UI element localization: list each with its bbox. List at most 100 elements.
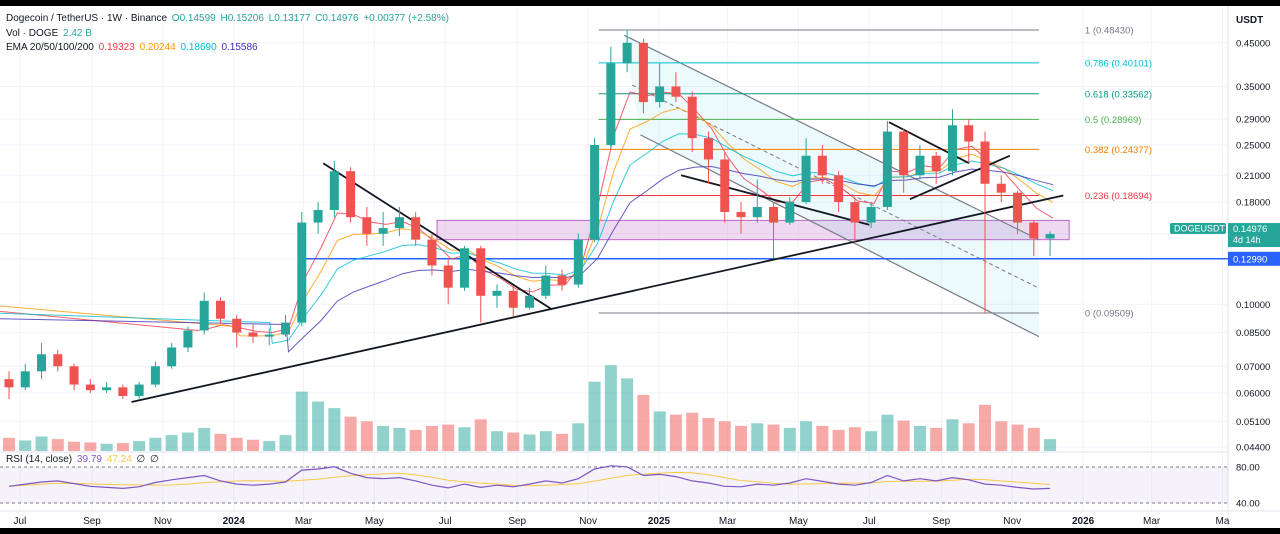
candle-body[interactable] xyxy=(606,63,616,145)
volume-legend: Vol · DOGE 2.42 B xyxy=(6,28,94,39)
ohlc-legend: Dogecoin / TetherUS · 1W · Binance O0.14… xyxy=(6,13,451,24)
candle-body[interactable] xyxy=(85,384,95,391)
volume-bar xyxy=(865,431,878,451)
trend-line[interactable] xyxy=(680,174,870,226)
channel-fill xyxy=(624,35,1039,337)
candle-body[interactable] xyxy=(297,222,307,323)
price-tick-label: 0.06000 xyxy=(1236,389,1270,400)
volume-bar xyxy=(767,424,780,451)
volume-bar xyxy=(230,437,243,451)
candle-body[interactable] xyxy=(1029,222,1039,239)
candle-body[interactable] xyxy=(980,141,990,184)
open-value: O0.14599 xyxy=(171,13,216,24)
candle-body[interactable] xyxy=(785,202,795,223)
support-price-tag[interactable] xyxy=(1228,251,1280,266)
chart-container[interactable]: Jul Sep Nov 2024 Mar May Jul Sep Nov 2025 Mar May Ju… xyxy=(0,6,1280,528)
candle-body[interactable] xyxy=(915,155,925,176)
candle-body[interactable] xyxy=(996,183,1006,193)
candle-body[interactable] xyxy=(215,300,225,319)
volume-bar xyxy=(637,394,650,451)
candle-body[interactable] xyxy=(541,275,551,296)
candle-body[interactable] xyxy=(264,334,274,337)
candle-body[interactable] xyxy=(69,366,79,385)
candle-body[interactable] xyxy=(590,144,600,240)
candle-body[interactable] xyxy=(866,206,876,223)
time-tick-label: 2025 xyxy=(648,516,671,527)
candle-body[interactable] xyxy=(622,42,632,64)
candle-body[interactable] xyxy=(313,209,323,223)
volume-bar xyxy=(1027,427,1040,451)
candle-body[interactable] xyxy=(655,86,665,103)
candle-body[interactable] xyxy=(378,228,388,234)
last-price-tag[interactable] xyxy=(1228,223,1280,248)
symbol-title[interactable]: Dogecoin / TetherUS · 1W · Binance xyxy=(6,13,168,24)
volume-bar xyxy=(198,427,211,451)
candle-body[interactable] xyxy=(752,206,762,218)
candle-body[interactable] xyxy=(167,347,177,367)
candle-body[interactable] xyxy=(459,248,469,288)
trend-line[interactable] xyxy=(909,154,1011,201)
candle-body[interactable] xyxy=(899,131,909,176)
channel-upper-line[interactable] xyxy=(623,34,1040,241)
volume-bar xyxy=(84,442,97,451)
candle-body[interactable] xyxy=(118,387,128,396)
candle-body[interactable] xyxy=(53,354,63,367)
channel-lower-line[interactable] xyxy=(640,134,1040,338)
candle-body[interactable] xyxy=(102,387,112,391)
trend-line[interactable] xyxy=(322,162,553,311)
volume-bar xyxy=(979,404,991,451)
rsi-label[interactable]: RSI (14, close) xyxy=(6,454,73,465)
candle-body[interactable] xyxy=(443,265,453,288)
candle-body[interactable] xyxy=(931,155,941,172)
candle-body[interactable] xyxy=(525,295,535,308)
time-tick-label: 2024 xyxy=(223,516,246,527)
candle-body[interactable] xyxy=(703,138,713,160)
candle-body[interactable] xyxy=(573,239,583,285)
volume-bar xyxy=(214,433,227,451)
candle-body[interactable] xyxy=(947,125,957,172)
candle-body[interactable] xyxy=(346,171,356,218)
candle-body[interactable] xyxy=(850,202,860,223)
candle-body[interactable] xyxy=(232,318,242,333)
candle-body[interactable] xyxy=(834,175,844,203)
volume-label[interactable]: Vol · DOGE xyxy=(6,28,59,39)
candle-body[interactable] xyxy=(4,379,14,388)
candle-body[interactable] xyxy=(736,212,746,218)
candle-body[interactable] xyxy=(248,332,258,337)
candle-body[interactable] xyxy=(638,42,648,103)
candle-body[interactable] xyxy=(492,290,502,296)
candle-body[interactable] xyxy=(20,371,30,388)
ema-label[interactable]: EMA 20/50/100/200 xyxy=(6,42,94,53)
candle-body[interactable] xyxy=(687,96,697,139)
candle-body[interactable] xyxy=(427,239,437,266)
candle-body[interactable] xyxy=(281,322,291,335)
candle-body[interactable] xyxy=(1013,192,1023,223)
candle-body[interactable] xyxy=(720,159,730,213)
last-price-value: 0.14976 xyxy=(1233,224,1267,235)
candle-body[interactable] xyxy=(882,131,892,207)
candle-body[interactable] xyxy=(329,171,339,210)
trend-line[interactable] xyxy=(131,194,1064,403)
candle-body[interactable] xyxy=(37,354,47,372)
candle-body[interactable] xyxy=(508,290,518,308)
candle-body[interactable] xyxy=(964,125,974,142)
volume-bar xyxy=(556,433,569,451)
candle-body[interactable] xyxy=(817,155,827,176)
candle-body[interactable] xyxy=(769,206,779,223)
volume-bar xyxy=(686,412,699,451)
candle-body[interactable] xyxy=(411,217,421,240)
price-chart[interactable]: Jul Sep Nov 2024 Mar May Jul Sep Nov 2025 Mar May Ju… xyxy=(0,6,1280,528)
candle-body[interactable] xyxy=(394,217,404,229)
candle-body[interactable] xyxy=(150,366,160,385)
candle-body[interactable] xyxy=(801,155,811,203)
time-tick-label: May xyxy=(365,516,384,527)
candle-body[interactable] xyxy=(1045,234,1055,239)
candle-body[interactable] xyxy=(183,330,193,348)
candle-body[interactable] xyxy=(557,275,567,285)
candle-body[interactable] xyxy=(199,300,209,331)
candle-body[interactable] xyxy=(476,248,486,296)
candle-body[interactable] xyxy=(134,384,144,396)
candle-body[interactable] xyxy=(671,86,681,97)
volume-bar xyxy=(1011,424,1024,451)
candle-body[interactable] xyxy=(362,217,372,234)
